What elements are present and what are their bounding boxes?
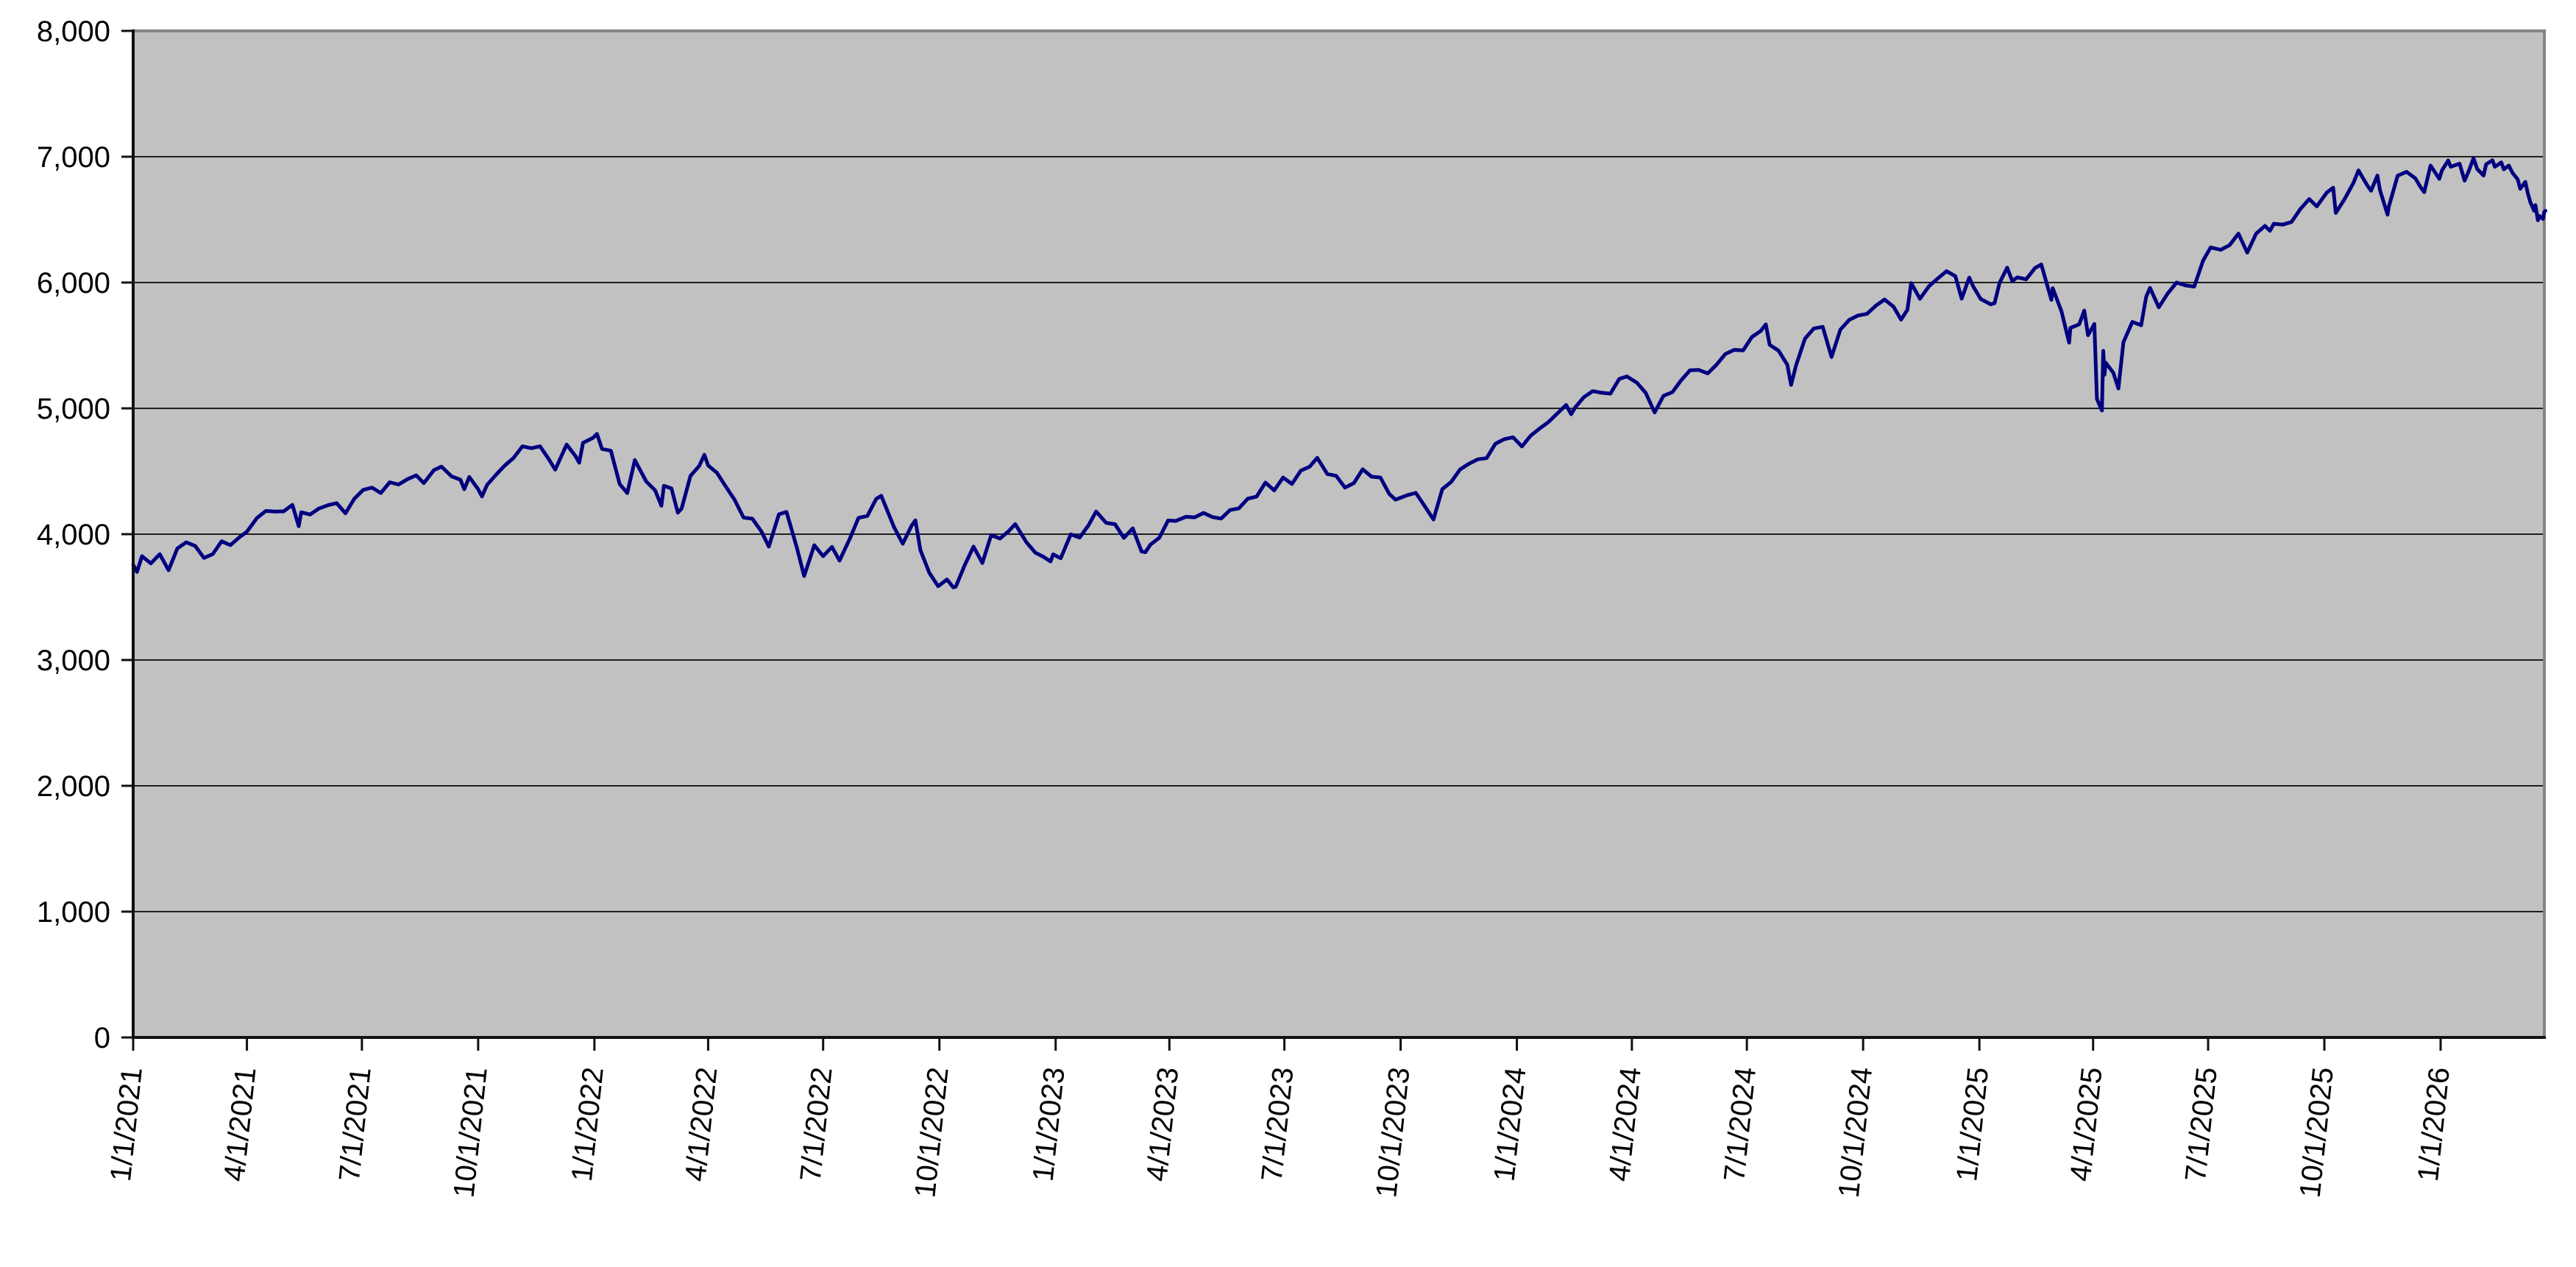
x-axis-label: 1/1/2025: [1951, 1065, 1995, 1182]
y-axis-label: 8,000: [37, 15, 110, 48]
x-axis-label: 4/1/2021: [218, 1065, 262, 1182]
y-axis-label: 2,000: [37, 770, 110, 803]
y-axis-label: 6,000: [37, 267, 110, 299]
x-axis-label: 7/1/2022: [795, 1065, 839, 1182]
y-axis-label: 5,000: [37, 393, 110, 425]
x-axis-label: 7/1/2021: [333, 1065, 377, 1182]
x-axis-label: 4/1/2023: [1140, 1065, 1185, 1182]
x-axis-label: 10/1/2024: [1833, 1065, 1878, 1199]
y-axis-label: 0: [94, 1022, 110, 1054]
y-axis-label: 3,000: [37, 645, 110, 677]
x-axis-label: 10/1/2023: [1370, 1065, 1416, 1199]
price-series-line: [131, 156, 2547, 589]
y-axis-label: 7,000: [37, 141, 110, 174]
y-axis-label: 4,000: [37, 519, 110, 551]
x-axis-label: 1/1/2021: [104, 1065, 149, 1182]
x-axis-label: 10/1/2021: [447, 1065, 493, 1199]
x-axis-label: 7/1/2024: [1718, 1065, 1762, 1182]
y-axis-label: 1,000: [37, 896, 110, 929]
x-axis-label: 7/1/2025: [2179, 1065, 2224, 1182]
x-axis-label: 4/1/2024: [1603, 1065, 1647, 1182]
x-axis-label: 1/1/2022: [566, 1065, 610, 1182]
x-axis-label: 4/1/2025: [2065, 1065, 2109, 1182]
x-axis-label: 1/1/2024: [1488, 1065, 1532, 1182]
x-axis-label: 4/1/2022: [679, 1065, 723, 1182]
x-axis-label: 10/1/2022: [909, 1065, 954, 1199]
x-axis-label: 7/1/2023: [1255, 1065, 1299, 1182]
x-axis-label: 1/1/2023: [1027, 1065, 1071, 1182]
x-axis-label: 1/1/2026: [2412, 1065, 2456, 1182]
x-axis-label: 10/1/2025: [2294, 1065, 2340, 1199]
